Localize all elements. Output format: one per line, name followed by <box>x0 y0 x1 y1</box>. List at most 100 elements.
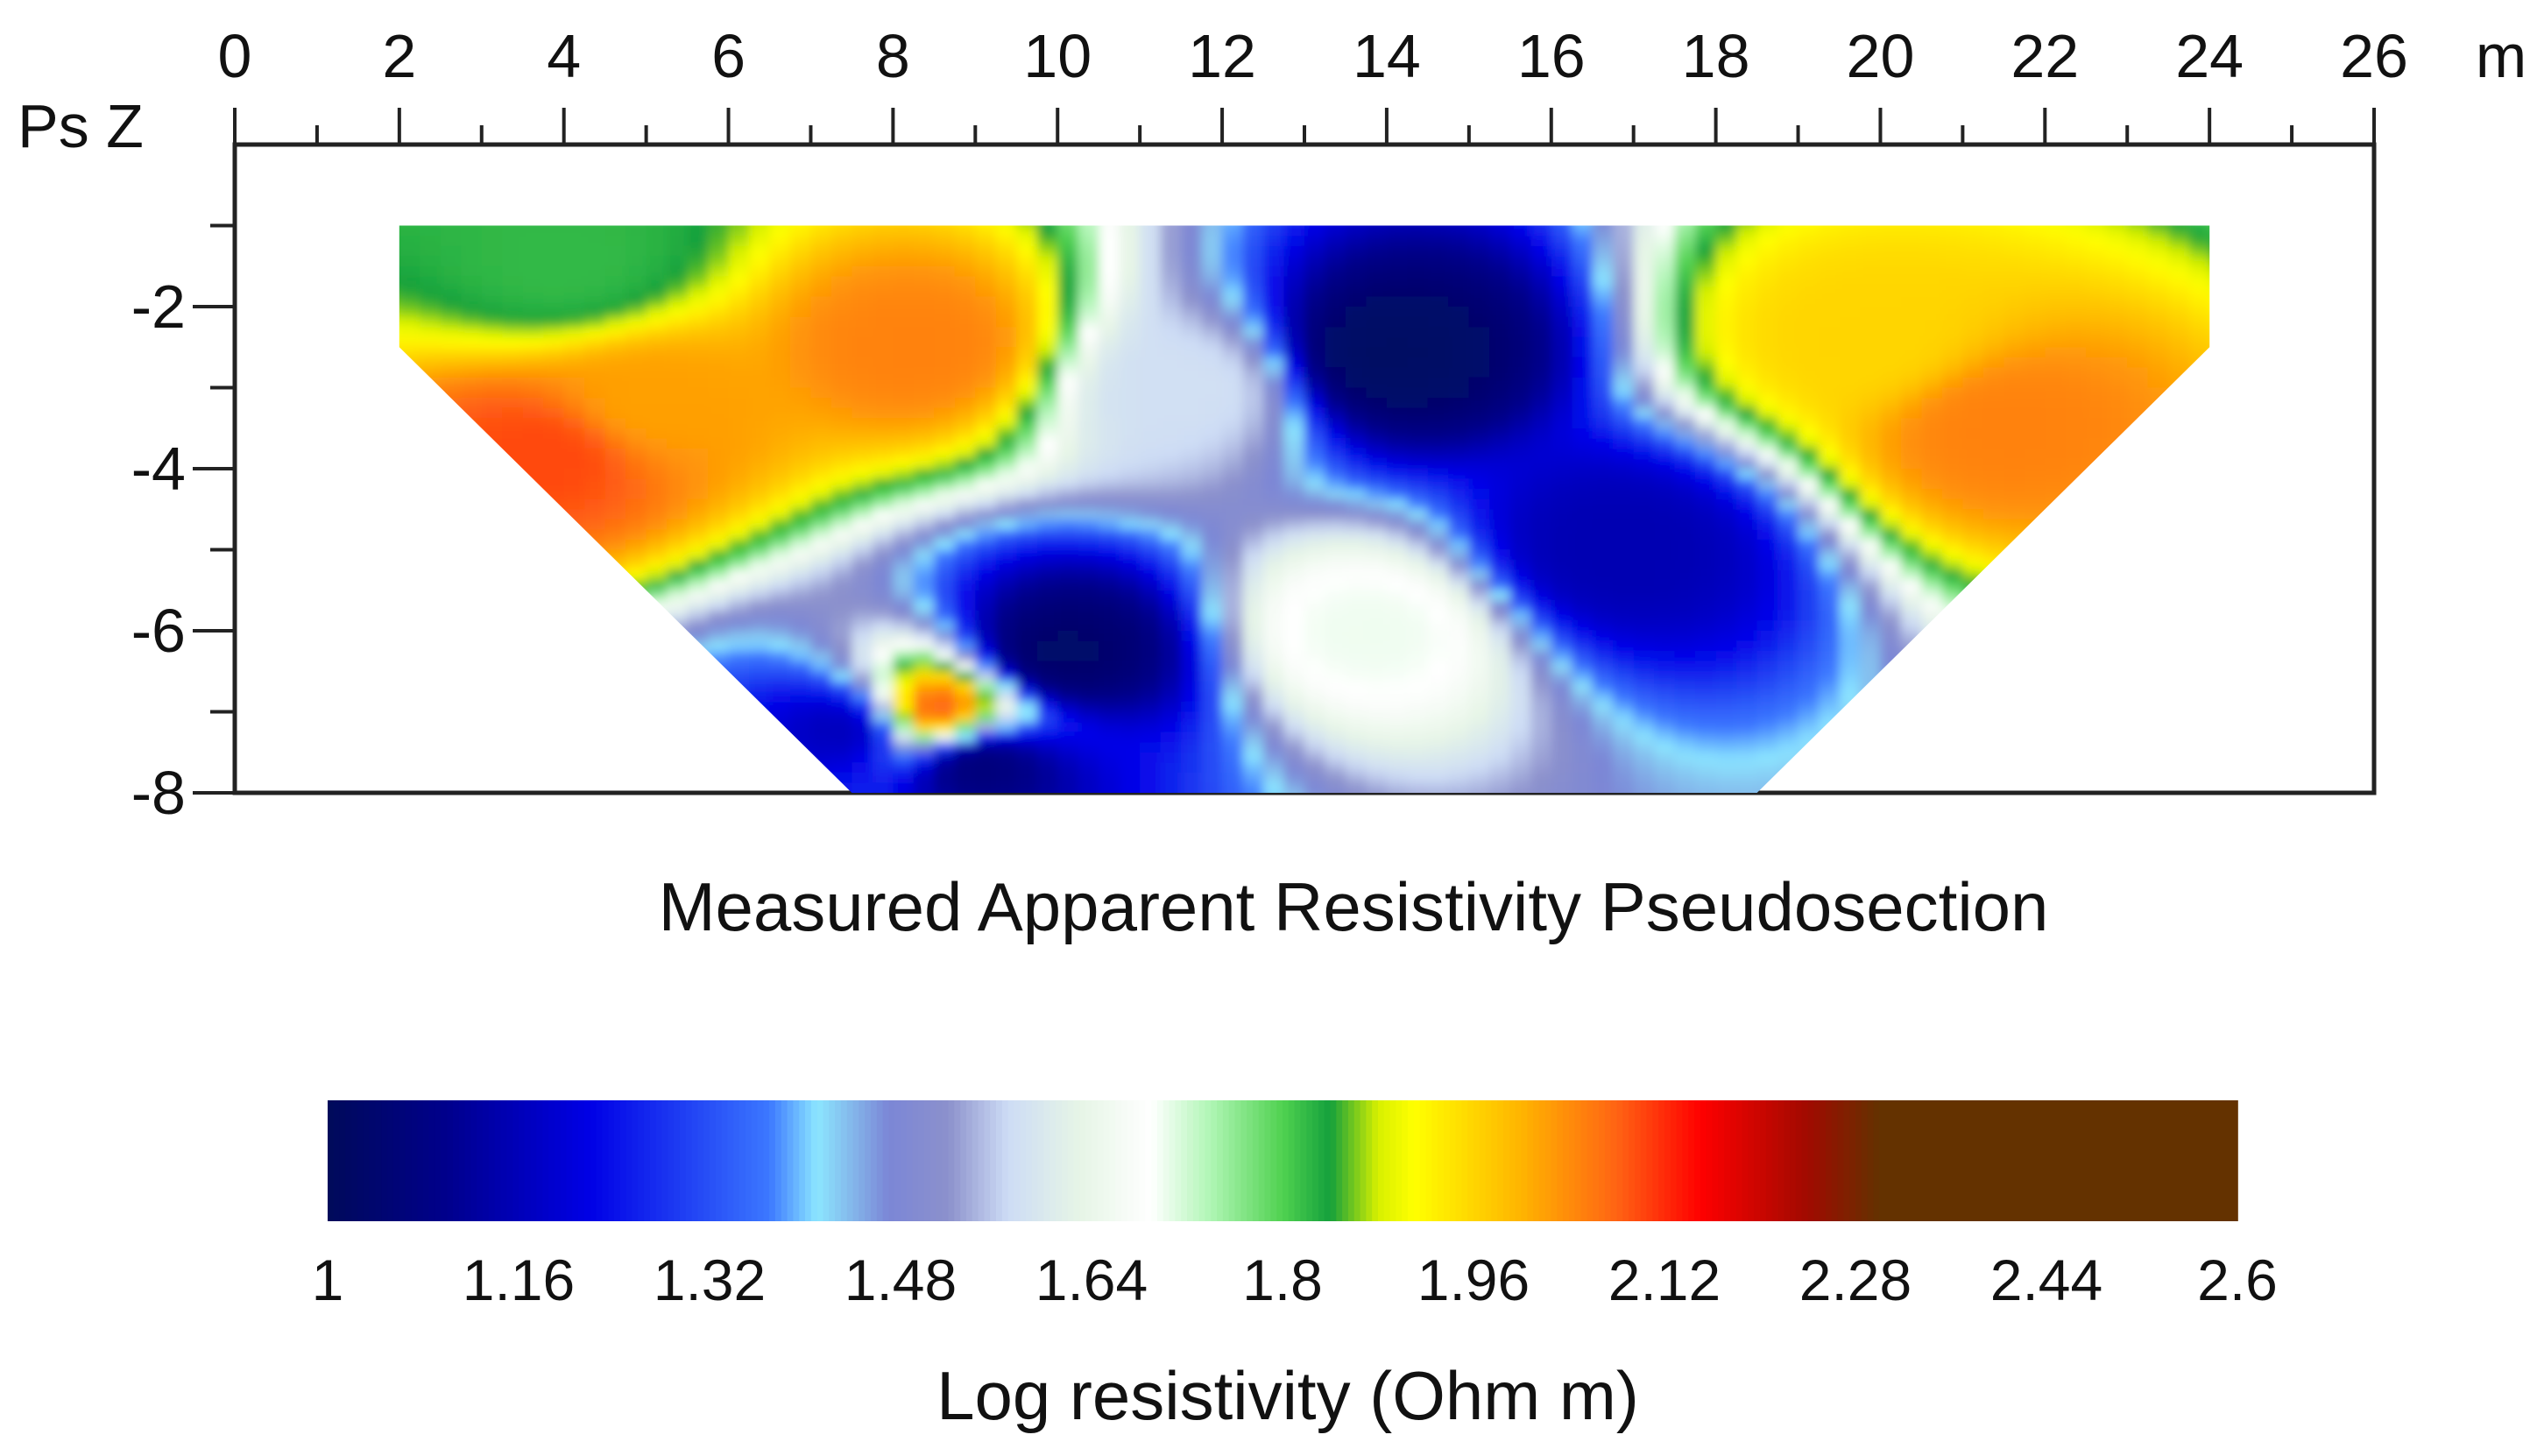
heatmap-cell <box>1592 448 1615 460</box>
heatmap-cell <box>1489 307 1511 318</box>
heatmap-cell <box>954 752 977 764</box>
heatmap-cell <box>1551 752 1573 764</box>
heatmap-cell <box>646 245 668 258</box>
heatmap-cell <box>1921 590 1943 602</box>
heatmap-cell <box>954 732 977 744</box>
heatmap-cell <box>1551 418 1573 429</box>
heatmap-cell <box>954 469 977 480</box>
heatmap-cell <box>1160 691 1183 703</box>
heatmap-cell <box>481 387 504 399</box>
heatmap-cell <box>1099 307 1120 318</box>
heatmap-cell <box>1695 458 1717 470</box>
heatmap-cell <box>1346 489 1367 500</box>
heatmap-cell <box>1715 580 1738 591</box>
heatmap-cell <box>1695 307 1717 318</box>
heatmap-cell <box>1572 316 1594 329</box>
heatmap-cell <box>852 580 873 591</box>
heatmap-cell <box>1386 772 1409 784</box>
heatmap-cell <box>1674 245 1697 258</box>
heatmap-cell <box>872 549 894 562</box>
heatmap-cell <box>1509 448 1532 460</box>
heatmap-cell <box>830 398 853 409</box>
heatmap-cell <box>646 398 668 409</box>
heatmap-cell <box>1900 245 1923 258</box>
heatmap-cell <box>1407 631 1429 642</box>
heatmap-cell <box>1592 782 1615 793</box>
heatmap-cell <box>1222 681 1244 693</box>
heatmap-cell <box>1736 701 1758 713</box>
heatmap-cell <box>1715 276 1738 287</box>
heatmap-cell <box>2045 387 2067 399</box>
heatmap-cell <box>1078 418 1100 429</box>
heatmap-cell <box>1201 580 1224 591</box>
heatmap-cell <box>1016 661 1038 673</box>
heatmap-cell <box>1078 711 1100 724</box>
heatmap-cell <box>1592 772 1615 784</box>
heatmap-cell <box>1551 225 1573 237</box>
heatmap-cell <box>1099 732 1120 744</box>
heatmap-cell <box>1551 448 1573 460</box>
heatmap-cell <box>1715 742 1738 753</box>
heatmap-cell <box>1860 438 1882 449</box>
heatmap-cell <box>1325 448 1346 460</box>
heatmap-cell <box>1982 489 2005 500</box>
heatmap-cell <box>954 701 977 713</box>
heatmap-cell <box>913 722 936 733</box>
heatmap-cell <box>1099 762 1120 774</box>
heatmap-cell <box>810 438 832 449</box>
heatmap-cell <box>1572 367 1594 378</box>
heatmap-cell <box>1900 407 1923 420</box>
heatmap-cell <box>1057 671 1079 682</box>
heatmap-cell <box>1941 580 1964 591</box>
heatmap-cell <box>1036 762 1059 774</box>
heatmap-cell <box>687 489 710 500</box>
heatmap-cell <box>1263 469 1285 480</box>
heatmap-cell <box>1016 620 1038 632</box>
heatmap-cell <box>1860 640 1882 653</box>
heatmap-cell <box>893 478 915 491</box>
heatmap-cell <box>543 448 565 460</box>
heatmap-cell <box>687 276 710 287</box>
heatmap-cell <box>954 225 977 237</box>
heatmap-cell <box>1880 620 1902 632</box>
heatmap-cell <box>1695 580 1717 591</box>
heatmap-cell <box>1982 478 2005 491</box>
heatmap-cell <box>995 225 1018 237</box>
heatmap-cell <box>1551 316 1573 329</box>
heatmap-cell <box>830 336 853 349</box>
heatmap-cell <box>1140 722 1162 733</box>
heatmap-cell <box>1366 681 1388 693</box>
heatmap-cell <box>1654 265 1676 278</box>
heatmap-cell <box>1263 681 1285 693</box>
heatmap-cell <box>1181 498 1203 511</box>
heatmap-cell <box>1366 671 1388 682</box>
heatmap-cell <box>1674 448 1697 460</box>
heatmap-cell <box>461 286 483 298</box>
heatmap-cell <box>769 590 791 602</box>
heatmap-cell <box>1921 347 1943 358</box>
heatmap-cell <box>1530 732 1552 744</box>
heatmap-cell <box>1982 418 2005 429</box>
heatmap-cell <box>1736 438 1758 449</box>
heatmap-cell <box>1633 752 1656 764</box>
heatmap-cell <box>2004 336 2025 349</box>
heatmap-cell <box>1715 478 1738 491</box>
heatmap-cell <box>1756 711 1779 724</box>
heatmap-cell <box>461 245 483 258</box>
heatmap-cell <box>1448 681 1470 693</box>
heatmap-cell <box>1921 458 1943 470</box>
heatmap-cell <box>1633 631 1656 642</box>
heatmap-cell <box>995 327 1018 338</box>
heatmap-cell <box>1551 701 1573 713</box>
heatmap-cell <box>913 610 936 622</box>
heatmap-cell <box>852 519 873 531</box>
heatmap-cell <box>769 478 791 491</box>
heatmap-cell <box>1839 539 1861 551</box>
heatmap-cell <box>1304 469 1326 480</box>
heatmap-cell <box>1715 225 1738 237</box>
heatmap-cell <box>1304 418 1326 429</box>
heatmap-cell <box>420 265 442 278</box>
heatmap-cell <box>1509 498 1532 511</box>
heatmap-cell <box>604 398 627 409</box>
heatmap-cell <box>769 296 791 307</box>
